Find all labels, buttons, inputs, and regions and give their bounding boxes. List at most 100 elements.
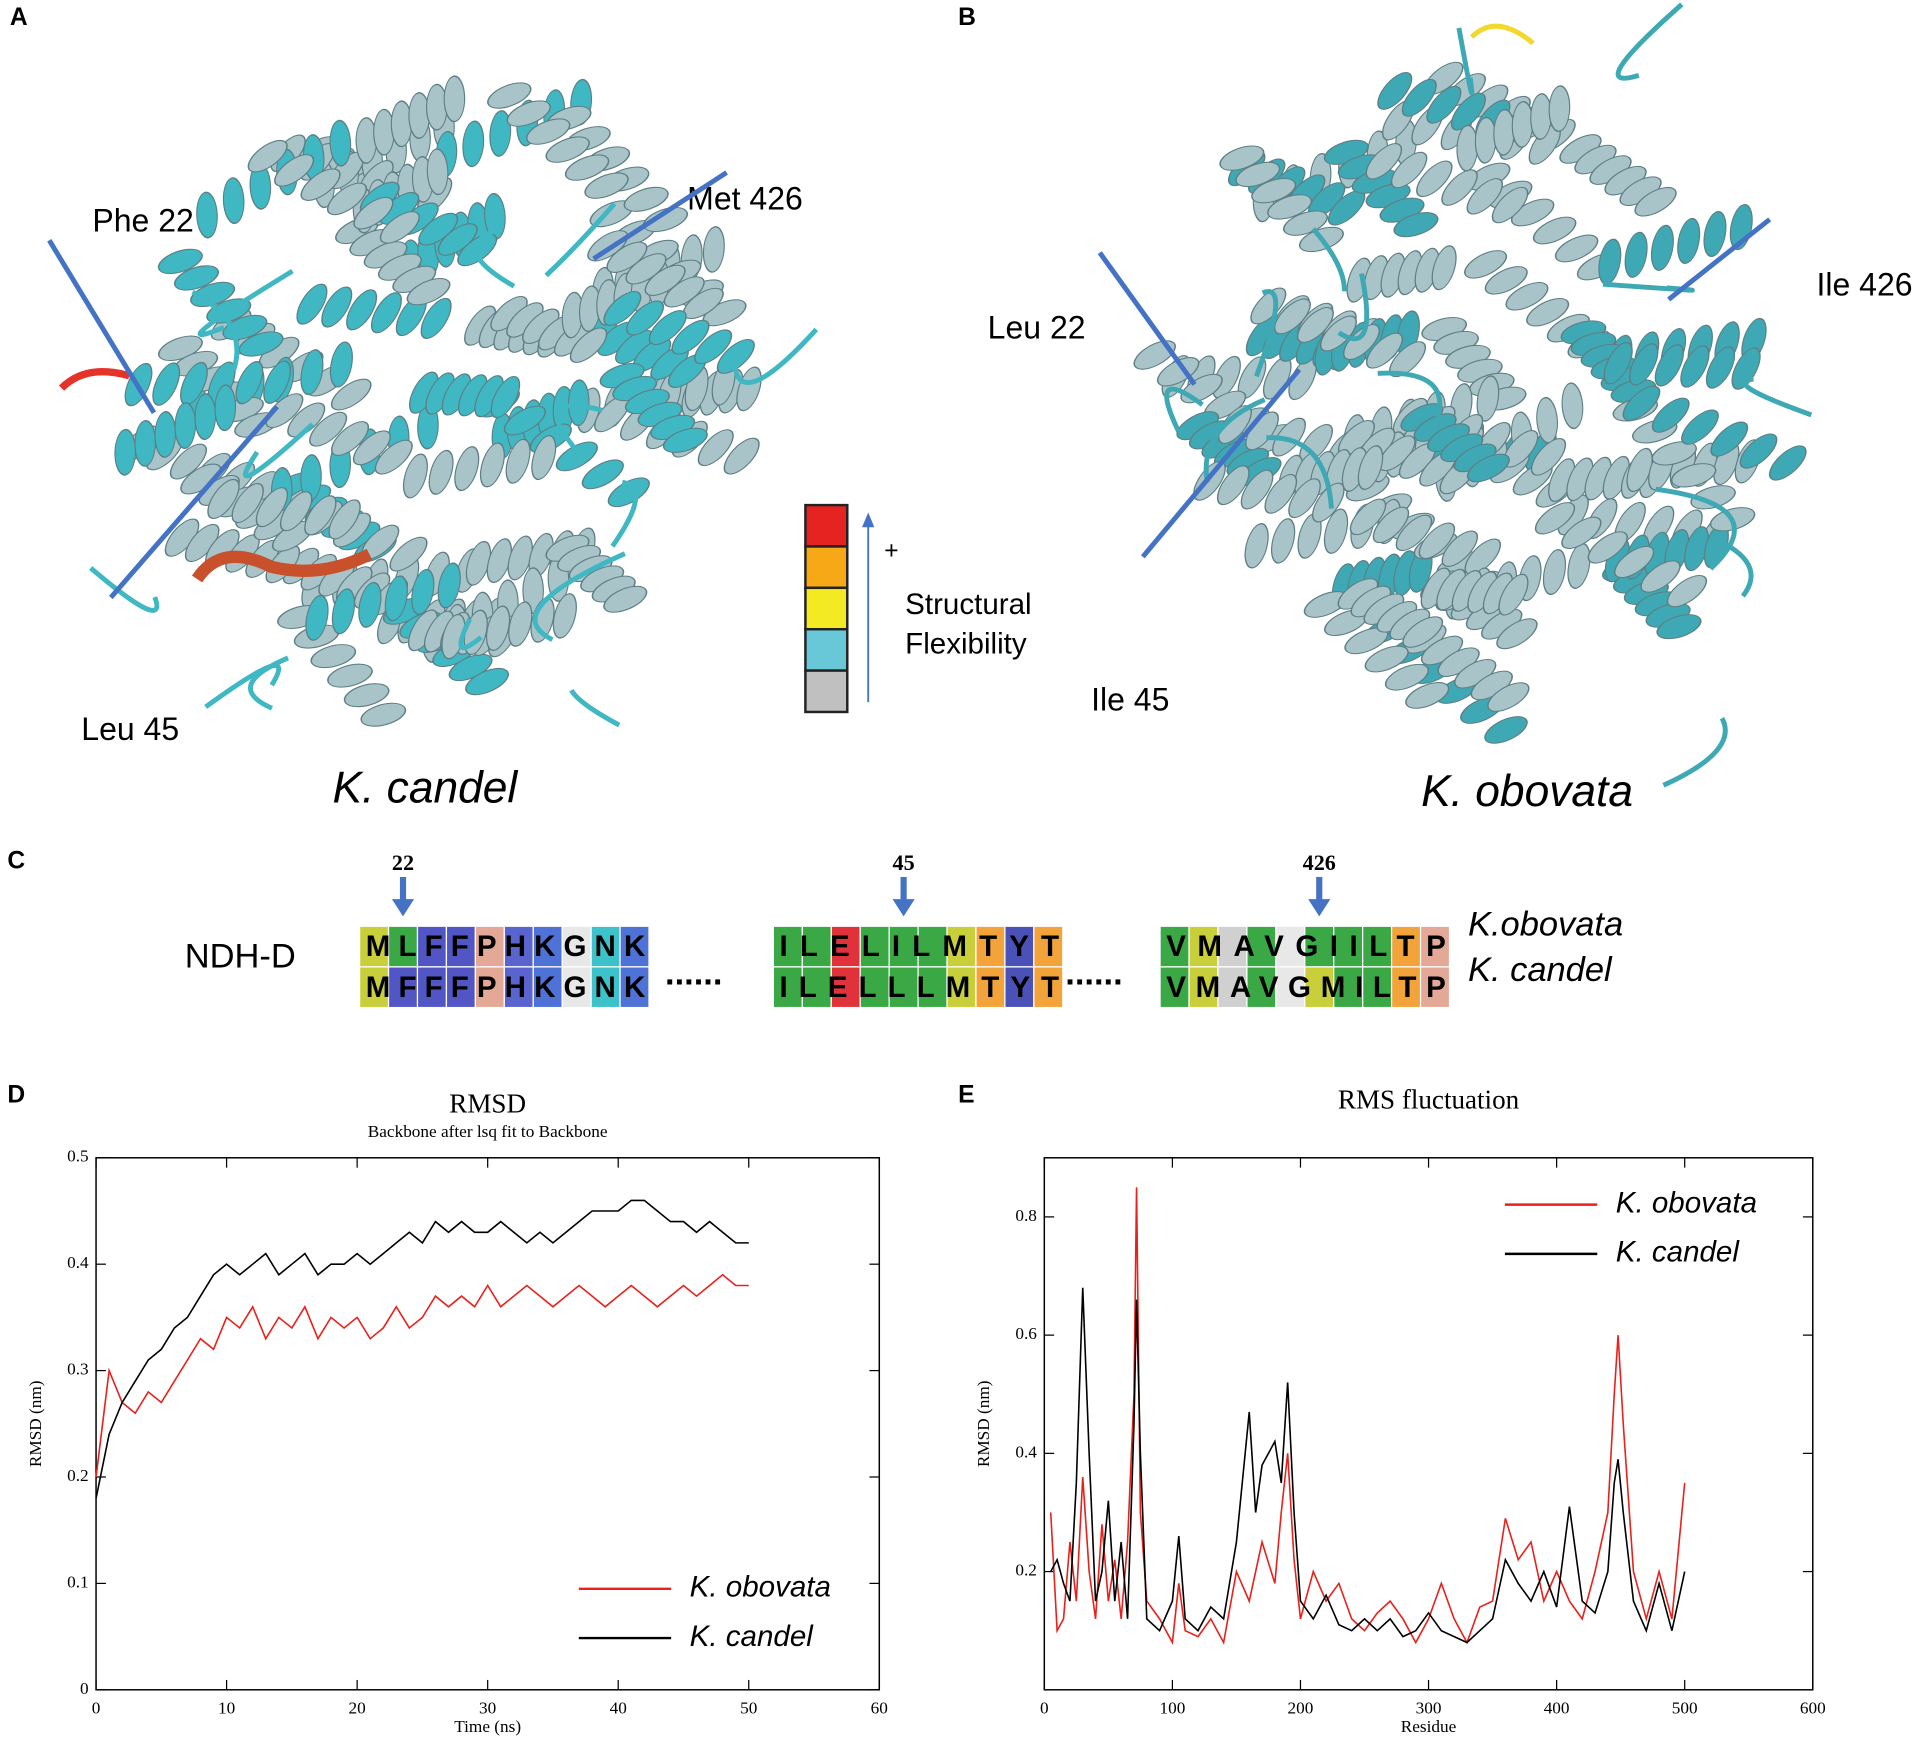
helix-turn xyxy=(1466,453,1510,483)
helix-turn xyxy=(1654,344,1684,387)
helix-turn xyxy=(321,286,353,328)
y-tick-label: 0.6 xyxy=(1015,1324,1037,1343)
residue-cell xyxy=(1033,966,1064,1009)
gap-dots: ...... xyxy=(665,955,722,993)
x-tick-label: 300 xyxy=(1416,1698,1442,1717)
helix-turn xyxy=(352,430,391,466)
residue-cell xyxy=(917,925,948,968)
loop xyxy=(1164,386,1204,433)
loop xyxy=(248,655,290,711)
helix-turn xyxy=(506,100,551,127)
loop xyxy=(731,327,819,385)
helix-turn xyxy=(1640,560,1681,593)
series-line xyxy=(1049,1187,1686,1646)
helix-turn xyxy=(1703,210,1727,258)
helix-turn xyxy=(1622,385,1661,421)
helix-turn xyxy=(1532,216,1577,245)
helix-turn xyxy=(1731,347,1761,390)
helix-turn xyxy=(1401,78,1437,117)
helix xyxy=(207,478,361,540)
residue-cell xyxy=(1033,925,1064,968)
helix-turn xyxy=(736,366,762,412)
residue-cell xyxy=(1004,966,1035,1009)
helix-turn xyxy=(1680,345,1710,388)
residue-cell xyxy=(387,966,419,1009)
helix-turn xyxy=(1372,506,1410,544)
helix-turn xyxy=(555,441,598,472)
x-tick-label: 0 xyxy=(92,1698,101,1717)
residue-cell xyxy=(888,925,919,968)
helix xyxy=(247,139,420,244)
helix-turn xyxy=(1561,516,1602,549)
helix-turn xyxy=(1450,92,1486,131)
helix xyxy=(1365,143,1529,224)
chart-subtitle: Backbone after lsq fit to Backbone xyxy=(368,1122,608,1141)
alignment: NDH-D K.obovata K. candel ...... ...... … xyxy=(185,850,1623,1009)
scale-box xyxy=(804,669,849,714)
residue-cell xyxy=(917,966,948,1009)
loop xyxy=(1742,376,1813,418)
species-label: K.obovata xyxy=(1468,905,1623,943)
helix-turn xyxy=(581,459,624,490)
chart: RMS fluctuation Residue RMSD (nm) 0 100 200 30… xyxy=(974,1085,1826,1736)
helix-turn xyxy=(1526,298,1570,327)
helix-turn xyxy=(1431,245,1457,291)
position-arrowhead xyxy=(892,899,915,917)
x-tick-label: 100 xyxy=(1159,1698,1185,1717)
loop xyxy=(191,289,240,372)
helix-turn xyxy=(402,453,428,499)
helix-turn xyxy=(1416,160,1453,198)
helix xyxy=(1534,502,1708,608)
helix-turn xyxy=(152,362,181,406)
helix-turn xyxy=(1561,382,1584,430)
helix-turn xyxy=(1270,518,1296,564)
helix-turn xyxy=(1656,614,1702,640)
residue-cell xyxy=(1333,925,1364,968)
helix-turn xyxy=(358,581,382,628)
loop xyxy=(1337,273,1370,342)
helix-turn xyxy=(1484,266,1528,295)
loop xyxy=(544,202,617,278)
helix-turn xyxy=(1670,463,1717,488)
residue-cell xyxy=(416,925,448,968)
helix-turn xyxy=(1614,545,1655,579)
residue-label: Leu 45 xyxy=(81,711,179,747)
y-tick-label: 0.4 xyxy=(1015,1442,1037,1461)
legend-label: K. obovata xyxy=(690,1571,831,1604)
helix-turn xyxy=(231,483,264,524)
helix-turn xyxy=(1598,238,1622,285)
loop xyxy=(204,663,282,709)
loop xyxy=(197,268,294,337)
helix-turn xyxy=(569,327,608,363)
helix-turn xyxy=(196,191,218,239)
helix-turn xyxy=(1629,343,1659,386)
helix-turn xyxy=(389,536,428,572)
x-tick-label: 30 xyxy=(479,1698,496,1717)
helix-turn xyxy=(1264,473,1298,514)
panel-label: A xyxy=(10,4,28,31)
residue-cell xyxy=(801,966,832,1009)
loop xyxy=(1203,397,1266,483)
chart-title: RMS fluctuation xyxy=(1338,1085,1520,1115)
helix-turn xyxy=(360,702,407,727)
helix-turn xyxy=(214,384,237,432)
helix-turn xyxy=(263,360,291,404)
panel-label: D xyxy=(7,1082,25,1109)
helix-turn xyxy=(238,331,284,357)
helix-turn xyxy=(1496,618,1538,650)
helix-turn xyxy=(671,319,710,355)
loop xyxy=(569,688,621,728)
loop xyxy=(554,403,603,460)
helix xyxy=(1598,204,1753,285)
helix-turn xyxy=(305,594,329,641)
helix-turn xyxy=(1395,514,1433,552)
helix-turn xyxy=(374,439,413,475)
helix-turn xyxy=(503,405,546,436)
scale-plus: + xyxy=(884,537,898,564)
residue-cell xyxy=(1362,966,1393,1009)
helix-turn xyxy=(1548,85,1571,133)
loop xyxy=(458,618,483,650)
helix-turn xyxy=(353,196,394,230)
x-tick-label: 400 xyxy=(1544,1698,1570,1717)
